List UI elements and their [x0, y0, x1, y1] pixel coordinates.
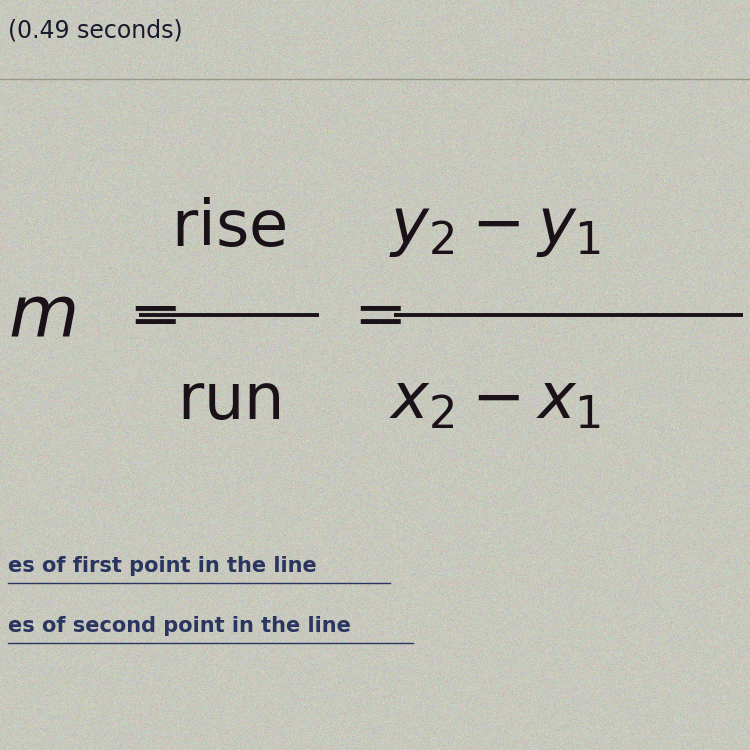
Text: $\mathrm{rise}$: $\mathrm{rise}$	[171, 198, 286, 260]
Text: $y_2 - y_1$: $y_2 - y_1$	[389, 198, 601, 260]
Text: $x_2 - x_1$: $x_2 - x_1$	[389, 370, 601, 432]
Text: (0.49 seconds): (0.49 seconds)	[8, 19, 182, 43]
Text: es of second point in the line: es of second point in the line	[8, 616, 350, 636]
Text: es of first point in the line: es of first point in the line	[8, 556, 316, 576]
Text: $=$: $=$	[341, 284, 403, 346]
Text: $\mathit{m}$: $\mathit{m}$	[8, 280, 75, 350]
Text: $\mathrm{run}$: $\mathrm{run}$	[177, 370, 280, 432]
Text: $=$: $=$	[116, 284, 178, 346]
